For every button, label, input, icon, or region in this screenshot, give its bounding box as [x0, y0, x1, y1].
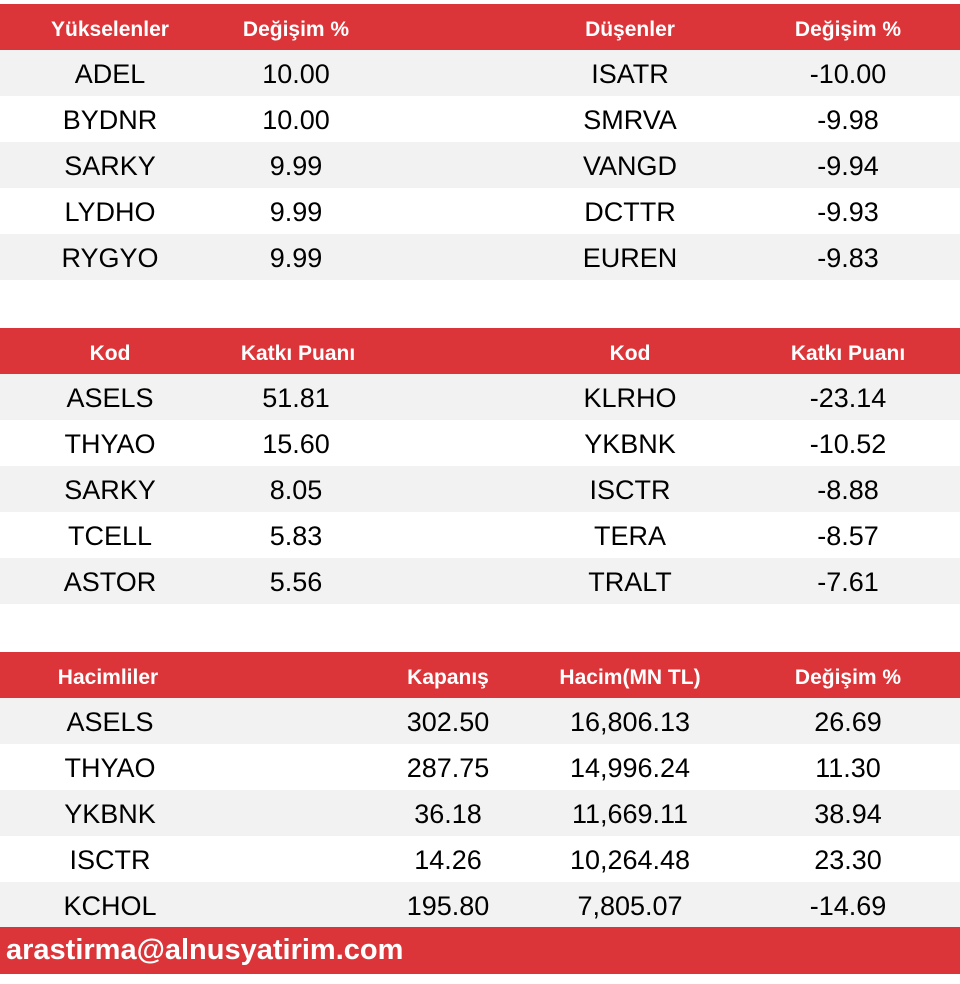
volume-value: 16,806.13 — [569, 707, 691, 737]
change-value: -14.69 — [809, 891, 887, 921]
negative-code: YKBNK — [584, 429, 676, 459]
loser-code: VANGD — [582, 151, 678, 181]
close-price: 36.18 — [414, 799, 482, 829]
stock-code: KCHOL — [63, 891, 157, 921]
positive-code: ASTOR — [63, 567, 157, 597]
loser-code: ISATR — [591, 59, 669, 89]
header-close: Kapanış — [407, 666, 489, 689]
close-price: 302.50 — [406, 707, 490, 737]
positive-points: 15.60 — [262, 429, 330, 459]
close-price: 14.26 — [414, 845, 482, 875]
loser-change: -9.93 — [817, 197, 879, 227]
stock-code: THYAO — [64, 753, 156, 783]
gainer-code: ADEL — [74, 59, 146, 89]
stock-code: ASELS — [66, 707, 154, 737]
contribution-header: Kod Katkı Puanı Kod Katkı Puanı — [0, 328, 960, 374]
change-value: 38.94 — [814, 799, 882, 829]
footer-email: arastirma@alnusyatirim.com — [0, 927, 960, 974]
positive-points: 8.05 — [269, 475, 323, 505]
table-row: ASELS 51.81 KLRHO -23.14 — [0, 374, 960, 420]
stock-code: ISCTR — [69, 845, 151, 875]
table-row: ASTOR 5.56 TRALT -7.61 — [0, 558, 960, 604]
gainer-code: BYDNR — [62, 105, 158, 135]
gainer-code: LYDHO — [64, 197, 156, 227]
gainer-change: 10.00 — [262, 59, 330, 89]
close-price: 195.80 — [406, 891, 490, 921]
table-row: KCHOL 195.80 7,805.07 -14.69 — [0, 882, 960, 928]
table-row: ISCTR 14.26 10,264.48 23.30 — [0, 836, 960, 882]
table-row: TCELL 5.83 TERA -8.57 — [0, 512, 960, 558]
negative-code: ISCTR — [589, 475, 671, 505]
table-row: ADEL 10.00 ISATR -10.00 — [0, 50, 960, 96]
negative-points: -8.57 — [817, 521, 879, 551]
positive-points: 5.56 — [269, 567, 323, 597]
table-row: THYAO 15.60 YKBNK -10.52 — [0, 420, 960, 466]
positive-code: TCELL — [67, 521, 153, 551]
header-volume: Hacim(MN TL) — [559, 666, 701, 689]
volume-value: 10,264.48 — [569, 845, 691, 875]
table-row: BYDNR 10.00 SMRVA -9.98 — [0, 96, 960, 142]
loser-change: -9.94 — [817, 151, 879, 181]
header-change: Değişim % — [794, 666, 902, 689]
table-row: ASELS 302.50 16,806.13 26.69 — [0, 698, 960, 744]
gainer-change: 9.99 — [269, 243, 323, 273]
table-row: THYAO 287.75 14,996.24 11.30 — [0, 744, 960, 790]
change-value: 23.30 — [814, 845, 882, 875]
negative-points: -8.88 — [817, 475, 879, 505]
table-row: SARKY 8.05 ISCTR -8.88 — [0, 466, 960, 512]
change-value: 11.30 — [815, 753, 881, 783]
loser-change: -9.98 — [817, 105, 879, 135]
table-row: RYGYO 9.99 EUREN -9.83 — [0, 234, 960, 280]
gainer-change: 10.00 — [262, 105, 330, 135]
loser-change: -9.83 — [817, 243, 879, 273]
negative-code: TERA — [593, 521, 667, 551]
loser-change: -10.00 — [809, 59, 887, 89]
table-row: SARKY 9.99 VANGD -9.94 — [0, 142, 960, 188]
header-code: Kod — [89, 342, 131, 365]
positive-code: THYAO — [64, 429, 156, 459]
header-code: Kod — [609, 342, 651, 365]
stock-code: YKBNK — [64, 799, 156, 829]
negative-code: TRALT — [588, 567, 672, 597]
header-change: Değişim % — [242, 18, 350, 41]
volume-value: 7,805.07 — [577, 891, 683, 921]
negative-code: KLRHO — [583, 383, 677, 413]
volume-value: 14,996.24 — [569, 753, 691, 783]
positive-code: SARKY — [64, 475, 156, 505]
gainer-code: RYGYO — [61, 243, 159, 273]
header-change: Değişim % — [794, 18, 902, 41]
positive-points: 5.83 — [269, 521, 323, 551]
negative-points: -10.52 — [809, 429, 887, 459]
gainer-change: 9.99 — [269, 151, 323, 181]
header-gainers: Yükselenler — [51, 18, 169, 41]
gainer-change: 9.99 — [269, 197, 323, 227]
loser-code: DCTTR — [584, 197, 676, 227]
loser-code: EUREN — [582, 243, 678, 273]
header-volume-leaders: Hacimliler — [57, 666, 159, 689]
header-losers: Düşenler — [585, 18, 675, 41]
header-contribution: Katkı Puanı — [240, 342, 356, 365]
table-row: YKBNK 36.18 11,669.11 38.94 — [0, 790, 960, 836]
gainers-losers-header: Yükselenler Değişim % Düşenler Değişim % — [0, 4, 960, 50]
close-price: 287.75 — [406, 753, 490, 783]
volume-value: 11,669.11 — [571, 799, 689, 829]
loser-code: SMRVA — [583, 105, 677, 135]
negative-points: -23.14 — [809, 383, 887, 413]
negative-points: -7.61 — [817, 567, 879, 597]
table-row: LYDHO 9.99 DCTTR -9.93 — [0, 188, 960, 234]
volume-header: Hacimliler Kapanış Hacim(MN TL) Değişim … — [0, 652, 960, 698]
gainer-code: SARKY — [64, 151, 156, 181]
positive-points: 51.81 — [262, 383, 330, 413]
change-value: 26.69 — [814, 707, 882, 737]
header-contribution: Katkı Puanı — [790, 342, 906, 365]
positive-code: ASELS — [66, 383, 154, 413]
